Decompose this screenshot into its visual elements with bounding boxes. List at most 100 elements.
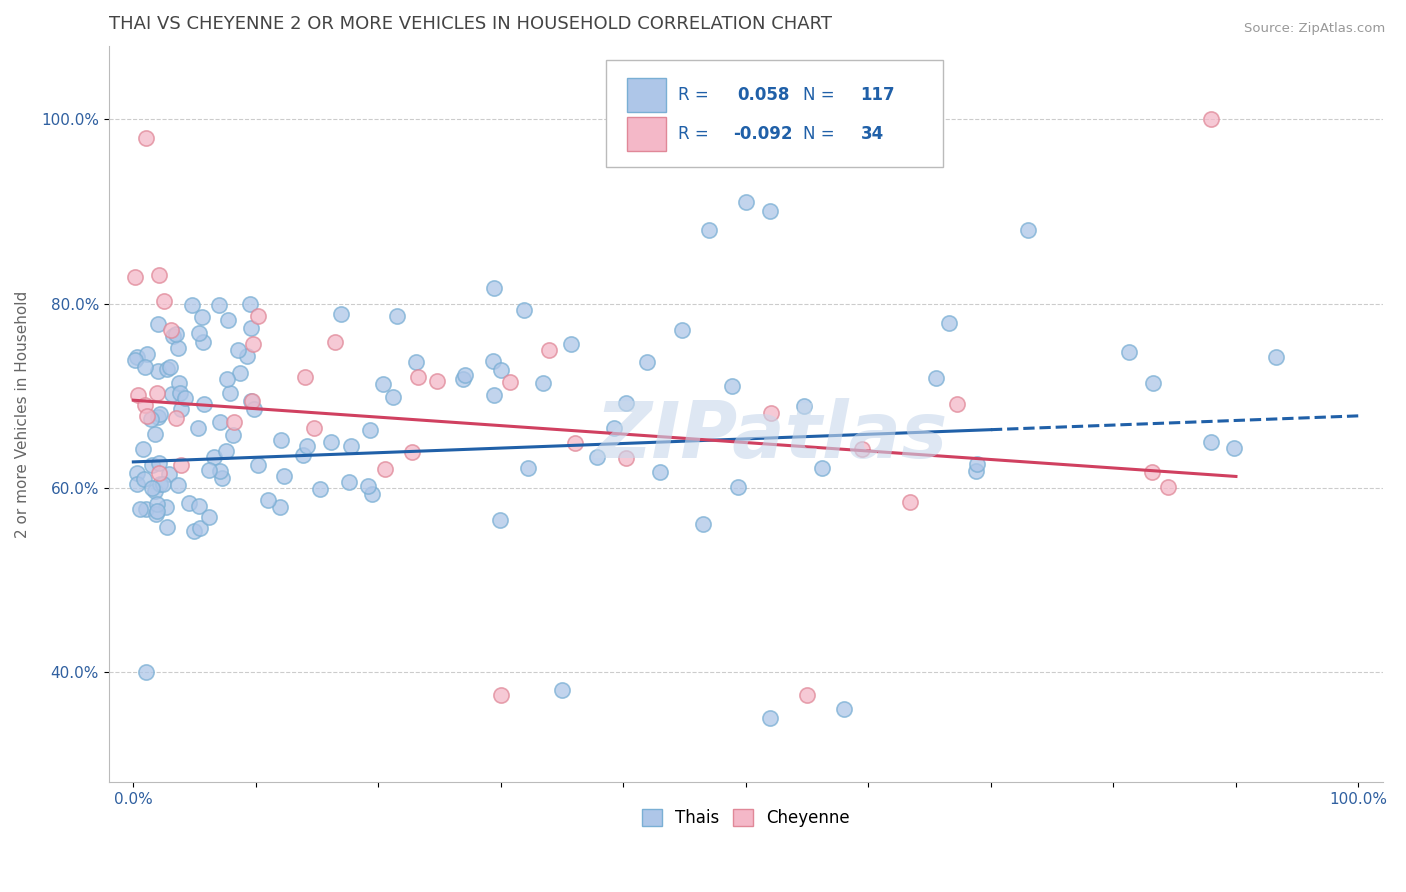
Text: 0.058: 0.058	[737, 86, 789, 104]
Point	[533, 376, 555, 390]
Point	[270, 433, 292, 447]
Point	[191, 310, 214, 325]
Point	[229, 367, 252, 381]
Point	[585, 450, 607, 465]
Point	[169, 385, 191, 400]
Point	[167, 376, 190, 390]
Point	[257, 492, 280, 507]
Text: -0.092: -0.092	[733, 125, 793, 143]
Point	[146, 364, 169, 378]
Text: R =: R =	[678, 86, 714, 104]
Point	[219, 386, 242, 401]
Point	[188, 521, 211, 535]
Point	[134, 359, 156, 374]
Point	[183, 524, 205, 539]
Point	[198, 510, 221, 524]
Point	[482, 388, 505, 402]
Point	[1118, 345, 1140, 359]
Point	[361, 487, 384, 501]
Point	[560, 337, 582, 351]
Point	[141, 481, 163, 495]
Point	[141, 458, 163, 472]
Point	[966, 457, 988, 471]
Point	[155, 500, 177, 514]
Point	[125, 477, 148, 491]
Point	[1201, 434, 1223, 449]
Point	[208, 464, 231, 478]
FancyBboxPatch shape	[606, 61, 943, 167]
Point	[426, 375, 449, 389]
Point	[188, 326, 211, 340]
Point	[187, 499, 209, 513]
Point	[177, 496, 200, 510]
Point	[273, 468, 295, 483]
Point	[243, 401, 266, 416]
Point	[217, 313, 239, 327]
Point	[1264, 351, 1286, 365]
Point	[294, 370, 316, 384]
Point	[124, 269, 146, 284]
Point	[136, 409, 159, 423]
Point	[146, 317, 169, 331]
Point	[148, 466, 170, 480]
Point	[165, 327, 187, 342]
Point	[692, 516, 714, 531]
Point	[157, 467, 180, 481]
Point	[319, 434, 342, 449]
Point	[482, 281, 505, 295]
Point	[134, 398, 156, 412]
Point	[408, 370, 430, 384]
Point	[143, 483, 166, 498]
Point	[170, 402, 193, 417]
FancyBboxPatch shape	[627, 118, 665, 151]
Point	[735, 195, 758, 210]
Point	[239, 297, 262, 311]
Point	[242, 337, 264, 351]
Point	[761, 406, 783, 420]
Point	[135, 665, 157, 679]
Point	[124, 352, 146, 367]
Point	[156, 519, 179, 533]
Point	[489, 688, 512, 702]
Point	[616, 395, 638, 409]
Point	[924, 371, 946, 385]
Point	[152, 477, 174, 491]
Point	[211, 471, 233, 485]
Point	[648, 466, 671, 480]
Point	[759, 204, 782, 219]
Point	[145, 427, 167, 442]
Point	[538, 343, 561, 357]
Point	[208, 415, 231, 429]
Point	[727, 480, 749, 494]
Y-axis label: 2 or more Vehicles in Household: 2 or more Vehicles in Household	[15, 291, 30, 538]
Point	[181, 298, 204, 312]
Point	[191, 335, 214, 350]
Point	[405, 355, 427, 369]
Point	[636, 354, 658, 368]
Point	[382, 390, 405, 404]
Point	[222, 416, 245, 430]
Point	[614, 451, 637, 466]
Point	[125, 466, 148, 480]
Point	[759, 711, 782, 725]
Text: Source: ZipAtlas.com: Source: ZipAtlas.com	[1244, 22, 1385, 36]
Point	[135, 502, 157, 516]
Point	[482, 353, 505, 368]
Point	[127, 388, 149, 402]
Point	[359, 423, 381, 437]
Point	[832, 701, 855, 715]
Point	[898, 495, 921, 509]
Point	[167, 341, 190, 355]
Point	[146, 410, 169, 425]
Point	[401, 445, 423, 459]
Point	[159, 359, 181, 374]
Point	[148, 457, 170, 471]
Point	[198, 463, 221, 477]
Point	[851, 442, 873, 457]
Point	[247, 310, 270, 324]
Point	[153, 293, 176, 308]
Point	[1142, 465, 1164, 479]
Point	[1201, 112, 1223, 127]
Point	[269, 500, 291, 515]
Point	[603, 421, 626, 435]
